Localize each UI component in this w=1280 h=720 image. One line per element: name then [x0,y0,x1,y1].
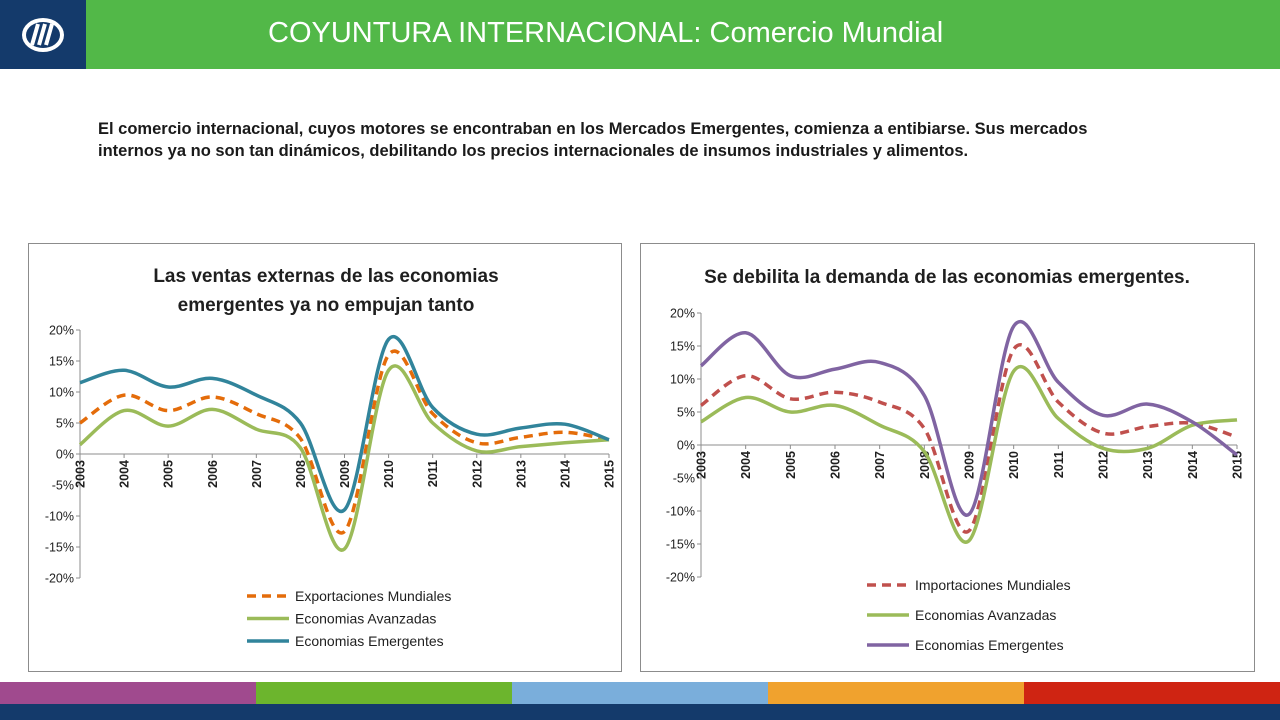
legend-label: Economias Emergentes [915,637,1064,653]
y-tick-label: 5% [677,406,695,420]
chart-title: emergentes ya no empujan tanto [178,295,475,316]
footer-bottom-bar [0,704,1280,720]
y-tick-label: -20% [45,572,74,586]
x-tick-label: 2014 [1186,451,1200,479]
x-tick-label: 2011 [1052,451,1066,478]
footer-segment [256,682,512,704]
intro-paragraph: El comercio internacional, cuyos motores… [98,120,1088,160]
legend-label: Economias Avanzadas [915,607,1056,623]
footer-segment [512,682,768,704]
y-tick-label: -5% [52,479,74,493]
x-tick-label: 2009 [338,460,352,488]
chart-exports: Las ventas externas de las economias emer… [45,266,617,649]
y-tick-label: -15% [45,541,74,555]
y-tick-label: 5% [56,417,74,431]
x-tick-label: 2013 [1141,451,1155,479]
x-tick-label: 2004 [739,451,753,479]
y-tick-label: 15% [49,355,74,369]
x-tick-label: 2015 [1231,451,1245,479]
y-tick-label: 0% [677,439,695,453]
chart-panel-imports: Se debilita la demanda de las economias … [640,243,1255,672]
logo [0,0,86,69]
x-tick-label: 2014 [558,460,572,488]
series-line [700,365,1238,544]
x-tick-label: 2007 [250,460,264,488]
y-tick-label: 15% [670,340,695,354]
series-line [699,343,1238,534]
footer-segment [1024,682,1280,704]
x-tick-label: 2011 [426,460,440,487]
y-tick-label: -15% [666,538,695,552]
chart-title: Las ventas externas de las economias [153,266,498,287]
page-title: COYUNTURA INTERNACIONAL: Comercio Mundia… [268,17,944,49]
x-tick-label: 2005 [162,460,176,488]
x-tick-label: 2009 [963,451,977,479]
y-tick-label: 10% [49,386,74,400]
y-tick-label: 20% [49,324,74,338]
x-tick-label: 2004 [118,460,132,488]
series-line [78,364,610,552]
x-tick-label: 2006 [829,451,843,479]
x-tick-label: 2010 [1007,451,1021,479]
series-line [79,334,610,514]
series-line [78,349,610,535]
y-tick-label: -5% [673,472,695,486]
footer-segment [768,682,1024,704]
x-tick-label: 2003 [74,460,88,488]
y-tick-label: -10% [666,505,695,519]
y-tick-label: 0% [56,448,74,462]
y-tick-label: -20% [666,571,695,585]
x-tick-label: 2006 [206,460,220,488]
legend-label: Exportaciones Mundiales [295,588,451,604]
x-tick-label: 2015 [603,460,617,488]
legend-label: Importaciones Mundiales [915,577,1071,593]
logo-icon [22,18,64,52]
legend-label: Economias Avanzadas [295,611,436,627]
header-bar: COYUNTURA INTERNACIONAL: Comercio Mundia… [0,0,1280,69]
chart-title: Se debilita la demanda de las economias … [704,267,1190,288]
x-tick-label: 2005 [784,451,798,479]
footer-color-bar [0,682,1280,704]
y-tick-label: -10% [45,510,74,524]
footer-segment [0,682,256,704]
x-tick-label: 2007 [873,451,887,479]
chart-panel-exports: Las ventas externas de las economias emer… [28,243,622,672]
series-line [699,320,1239,517]
legend-label: Economias Emergentes [295,633,444,649]
y-tick-label: 10% [670,373,695,387]
x-tick-label: 2013 [514,460,528,488]
x-tick-label: 2003 [695,451,709,479]
chart-imports: Se debilita la demanda de las economias … [666,267,1245,653]
x-tick-label: 2010 [382,460,396,488]
y-tick-label: 20% [670,307,695,321]
x-tick-label: 2012 [1097,451,1111,479]
x-tick-label: 2012 [470,460,484,488]
x-tick-label: 2008 [294,460,308,488]
